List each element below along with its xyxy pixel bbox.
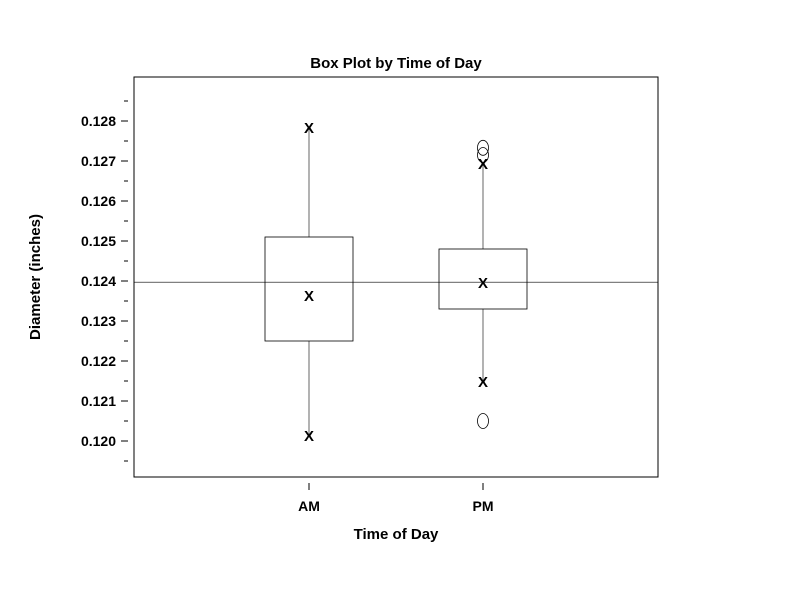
min-marker: X: [478, 374, 488, 391]
box-series: X X X X X X: [264, 120, 528, 445]
y-tick-label: 0.125: [81, 233, 116, 249]
min-marker: X: [304, 428, 314, 445]
iqr-box: [438, 248, 528, 310]
plot-frame: [133, 76, 659, 478]
max-marker: X: [304, 120, 314, 137]
x-tick-label: AM: [298, 498, 320, 514]
box-pm: X X X: [438, 139, 528, 429]
y-tick-label: 0.128: [81, 113, 116, 129]
y-tick-label: 0.127: [81, 153, 116, 169]
median-marker: X: [478, 275, 488, 292]
y-tick-label: 0.121: [81, 393, 116, 409]
y-axis: 0.120 0.121 0.122 0.123 0.124 0.125 0.126 0.127…: [81, 100, 128, 462]
y-tick-label: 0.124: [81, 273, 116, 289]
chart-title: Box Plot by Time of Day: [310, 55, 482, 72]
outlier-point: [477, 139, 489, 156]
x-axis: AM PM: [298, 483, 494, 514]
y-axis-label: Diameter (inches): [27, 214, 44, 340]
x-tick-label: PM: [473, 498, 494, 514]
y-tick-label: 0.123: [81, 313, 116, 329]
outlier-point: [477, 413, 489, 429]
iqr-box: [264, 236, 354, 342]
y-tick-label: 0.122: [81, 353, 116, 369]
max-marker: X: [478, 156, 488, 173]
x-axis-label: Time of Day: [354, 526, 439, 543]
outlier-point: [477, 147, 489, 163]
y-tick-label: 0.120: [81, 433, 116, 449]
y-tick-label: 0.126: [81, 193, 116, 209]
median-marker: X: [304, 288, 314, 305]
box-am: X X X: [264, 120, 354, 445]
